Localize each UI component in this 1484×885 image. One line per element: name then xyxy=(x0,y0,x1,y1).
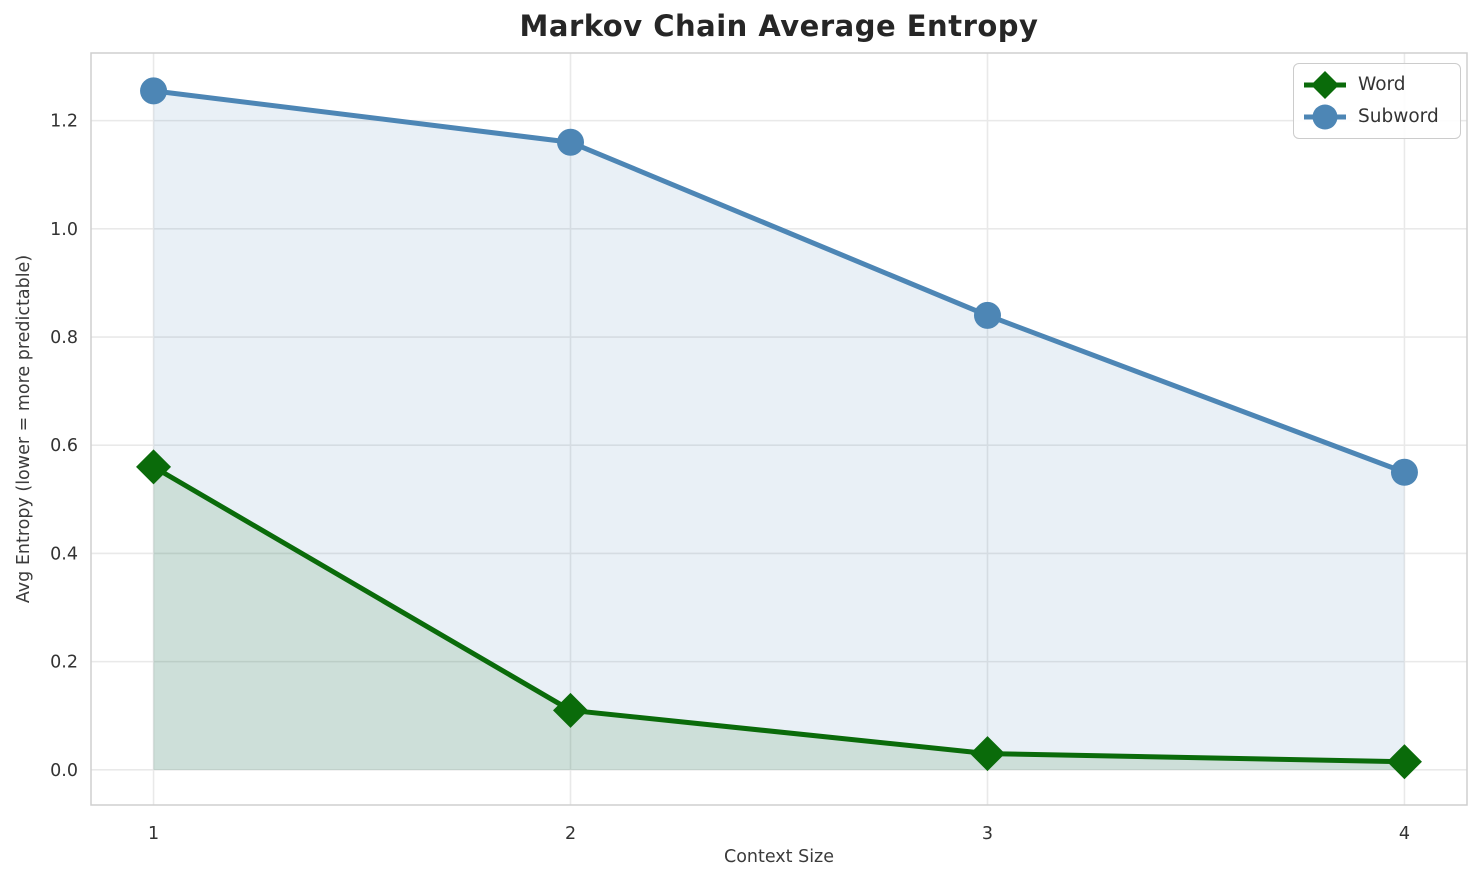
y-tick-label: 1.2 xyxy=(50,112,78,132)
x-tick-label: 4 xyxy=(1399,824,1410,844)
series-line-subword xyxy=(151,88,1407,475)
y-tick-label: 0.2 xyxy=(50,653,78,673)
y-tick-label: 0.6 xyxy=(50,436,78,456)
data-point-subword xyxy=(140,77,168,105)
series-line-word xyxy=(151,464,1407,765)
data-point-subword xyxy=(557,128,585,156)
chart-title: Markov Chain Average Entropy xyxy=(519,9,1039,43)
x-axis-label: Context Size xyxy=(723,847,835,867)
legend: Word Subword xyxy=(1293,63,1461,139)
series-area-word xyxy=(153,466,1405,770)
y-tick-label: 1.0 xyxy=(50,220,78,240)
legend-item-word: Word xyxy=(1301,70,1450,100)
y-axis-label: Avg Entropy (lower = more predictable) xyxy=(14,254,34,604)
data-point-word xyxy=(553,692,589,728)
y-tick-label: 0.0 xyxy=(50,761,78,781)
x-tick-label: 1 xyxy=(148,824,159,844)
y-tick-label: 0.4 xyxy=(50,544,78,564)
plot-border xyxy=(90,52,1468,806)
legend-label-subword: Subword xyxy=(1358,105,1439,127)
legend-item-subword: Subword xyxy=(1301,102,1450,132)
x-tick-label: 3 xyxy=(982,824,993,844)
data-point-subword xyxy=(1390,458,1418,486)
x-tick-label: 2 xyxy=(565,824,576,844)
legend-label-word: Word xyxy=(1358,73,1406,95)
series-area-subword xyxy=(153,90,1405,770)
y-tick-label: 0.8 xyxy=(50,328,78,348)
subword-marker-icon xyxy=(1304,104,1346,130)
word-marker-icon xyxy=(1304,71,1346,99)
data-point-word xyxy=(969,736,1005,772)
data-point-word xyxy=(136,449,172,485)
data-point-subword xyxy=(973,301,1001,329)
data-point-word xyxy=(1386,744,1422,780)
